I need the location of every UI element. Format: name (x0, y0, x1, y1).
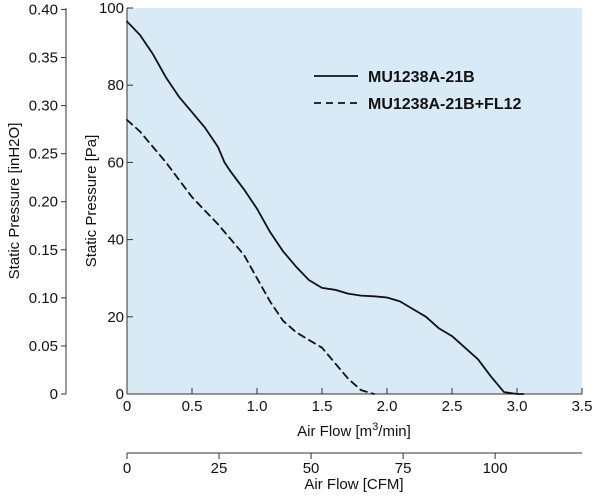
x-tick-label: 1.0 (247, 398, 268, 415)
y-tick-label: 20 (107, 309, 124, 326)
y2-tick-label: 0.25 (29, 146, 58, 163)
legend-label-series-2: MU1238A-21B+FL12 (368, 96, 522, 113)
x2-tick-label: 100 (483, 460, 508, 477)
x2-tick-label: 25 (211, 460, 228, 477)
x-tick-label: 3.0 (507, 398, 528, 415)
x-axis-title: Air Flow [m3/min] (297, 421, 411, 440)
y-tick-label: 60 (107, 154, 124, 171)
ticks-layer: 0 0.5 1.0 1.5 2.0 2.5 3.0 3.5 0 20 40 60 80 100 0 0.05 0… (29, 0, 592, 477)
series-layer (126, 20, 525, 395)
y2-tick-label: 0.10 (29, 290, 58, 307)
series-line-2 (126, 119, 375, 395)
y2-tick-label: 0.40 (29, 1, 58, 18)
x2-tick-label: 75 (395, 460, 412, 477)
series-line-1 (126, 20, 525, 395)
x-tick-label: 2.5 (442, 398, 463, 415)
x-axis-secondary-title: Air Flow [CFM] (304, 476, 403, 493)
y2-tick-label: 0 (50, 386, 58, 403)
y2-tick-label: 0.05 (29, 338, 58, 355)
plot-area (127, 8, 582, 394)
x2-tick-label: 50 (303, 460, 320, 477)
x-tick-label: 3.5 (572, 398, 592, 415)
legend-label-series-1: MU1238A-21B (368, 69, 475, 86)
y-tick-label: 100 (99, 0, 124, 17)
y-tick-label: 80 (107, 77, 124, 94)
y2-tick-label: 0.20 (29, 194, 58, 211)
x2-tick-label: 0 (123, 460, 131, 477)
y2-tick-label: 0.35 (29, 50, 58, 67)
legend: MU1238A-21B MU1238A-21B+FL12 (314, 69, 522, 113)
x-tick-label: 1.5 (312, 398, 333, 415)
x-tick-label: 0.5 (182, 398, 203, 415)
y-axis-title: Static Pressure [Pa] (83, 135, 100, 268)
y2-tick-label: 0.30 (29, 98, 58, 115)
x-tick-label: 2.0 (377, 398, 398, 415)
y-axis-secondary-title: Static Pressure [inH2O] (6, 123, 23, 280)
y-tick-label: 40 (107, 232, 124, 249)
y-tick-label: 0 (116, 386, 124, 403)
x-tick-label: 0 (123, 398, 131, 415)
y2-tick-label: 0.15 (29, 242, 58, 259)
